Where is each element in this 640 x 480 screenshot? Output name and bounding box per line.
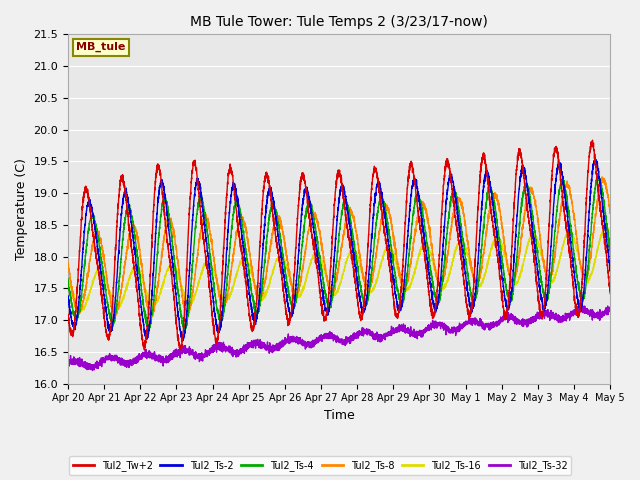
Y-axis label: Temperature (C): Temperature (C) <box>15 158 28 260</box>
Text: MB_tule: MB_tule <box>76 42 125 52</box>
Title: MB Tule Tower: Tule Temps 2 (3/23/17-now): MB Tule Tower: Tule Temps 2 (3/23/17-now… <box>190 15 488 29</box>
Legend: Tul2_Tw+2, Tul2_Ts-2, Tul2_Ts-4, Tul2_Ts-8, Tul2_Ts-16, Tul2_Ts-32: Tul2_Tw+2, Tul2_Ts-2, Tul2_Ts-4, Tul2_Ts… <box>68 456 572 475</box>
X-axis label: Time: Time <box>324 409 355 422</box>
